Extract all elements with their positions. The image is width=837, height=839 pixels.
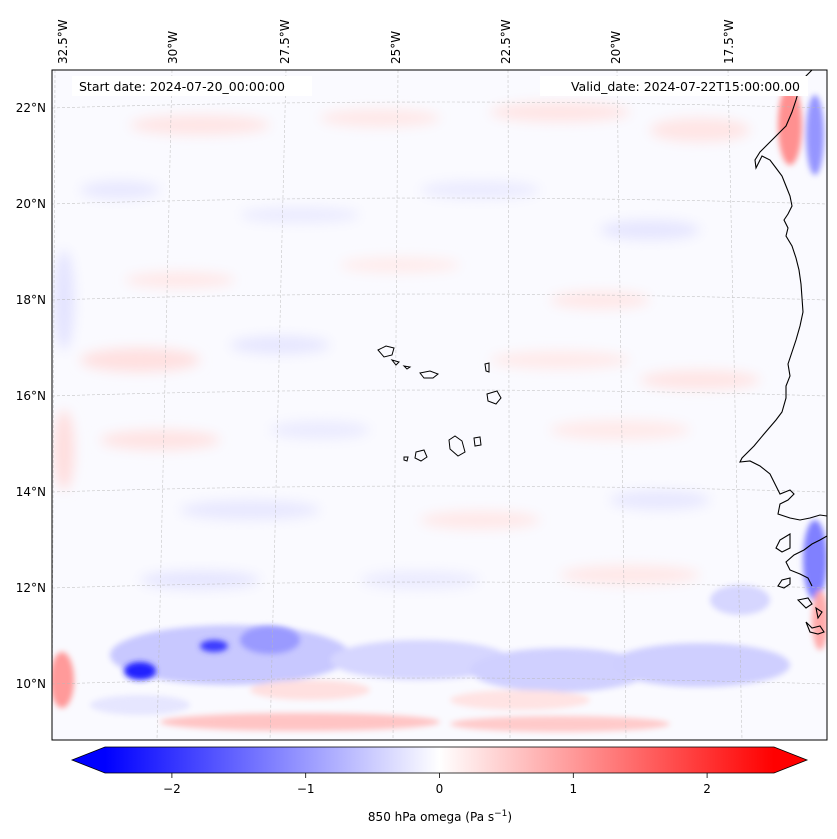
lat-label: 12°N [16, 581, 46, 595]
map-frame [51, 69, 828, 741]
lon-label: 25°W [389, 31, 403, 64]
lon-label: 27.5°W [278, 19, 292, 64]
start-date-box [72, 76, 312, 96]
cape-verde-islands [377, 345, 502, 462]
colorbar-tick-label: 1 [569, 782, 577, 796]
west-africa-coastline [739, 70, 827, 635]
omega-field [52, 85, 827, 732]
lat-label: 20°N [16, 197, 46, 211]
lat-label: 18°N [16, 293, 46, 307]
colorbar-tick-label: −2 [163, 782, 181, 796]
lat-label: 14°N [16, 485, 46, 499]
valid-date-box [540, 76, 808, 96]
colorbar-label: 850 hPa omega (Pa s−1) [368, 809, 512, 824]
longitude-labels: 32.5°W 30°W 27.5°W 25°W 22.5°W 20°W 17.5… [56, 19, 736, 64]
lon-label: 32.5°W [56, 19, 70, 64]
lat-label: 16°N [16, 389, 46, 403]
lon-label: 22.5°W [499, 19, 513, 64]
start-date-label: Start date: 2024-07-20_00:00:00 [79, 79, 285, 94]
colorbar-gradient [105, 747, 774, 773]
lon-label: 20°W [609, 31, 623, 64]
colorbar-extend-high [774, 747, 807, 773]
latitude-labels: 22°N 20°N 18°N 16°N 14°N 12°N 10°N [16, 101, 46, 691]
valid-date-label: Valid_date: 2024-07-22T15:00:00.00 [571, 79, 800, 94]
lat-label: 10°N [16, 677, 46, 691]
colorbar-tick-label: −1 [297, 782, 315, 796]
colorbar: −2 −1 0 1 2 850 hPa omega (Pa s−1) [70, 746, 809, 824]
colorbar-outline [70, 746, 809, 774]
lon-label: 17.5°W [722, 19, 736, 64]
lat-label: 22°N [16, 101, 46, 115]
lon-label: 30°W [166, 31, 180, 64]
colorbar-tick-label: 0 [436, 782, 444, 796]
colorbar-extend-low [72, 747, 105, 773]
colorbar-tick-label: 2 [703, 782, 711, 796]
map-panel: Start date: 2024-07-20_00:00:00 Valid_da… [52, 70, 827, 740]
graticule [52, 70, 827, 740]
